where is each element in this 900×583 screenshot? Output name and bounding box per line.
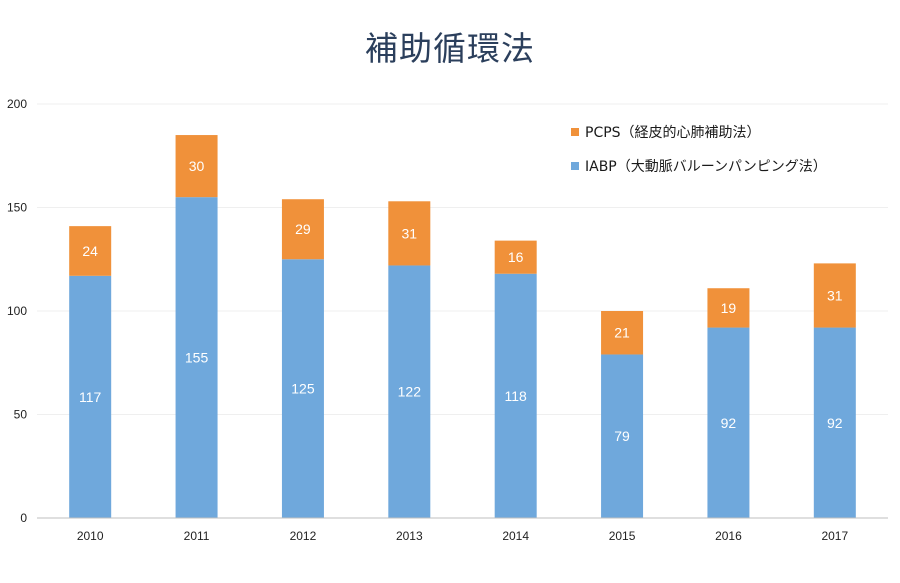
bar-segment <box>175 197 218 518</box>
bar-segment <box>813 327 856 518</box>
data-label: 92 <box>827 415 843 431</box>
legend-swatch <box>571 162 579 170</box>
x-axis-ticks: 2010 2011 2012 2013 2014 2015 2016 2017 <box>77 529 849 543</box>
legend: PCPS（経皮的心肺補助法） IABP（大動脈バルーンパンピング法） <box>571 125 827 175</box>
data-label: 92 <box>721 415 737 431</box>
y-tick-label: 150 <box>7 201 27 215</box>
bar-segment <box>494 273 537 518</box>
bar-segment <box>707 327 750 518</box>
x-tick-label: 2012 <box>290 529 317 543</box>
bar-segment <box>281 199 324 260</box>
x-tick-label: 2010 <box>77 529 104 543</box>
legend-swatch <box>571 128 579 136</box>
bar-segment <box>601 311 644 355</box>
data-label: 29 <box>295 221 311 237</box>
data-label: 125 <box>291 381 315 397</box>
x-tick-label: 2015 <box>609 529 636 543</box>
y-axis-ticks: 0 50 100 150 200 <box>7 97 27 525</box>
gridlines <box>37 103 888 415</box>
data-label: 30 <box>189 158 205 174</box>
legend-label: PCPS（経皮的心肺補助法） <box>585 125 761 141</box>
y-tick-label: 0 <box>20 511 27 525</box>
chart-title: 補助循環法 <box>365 29 535 68</box>
x-tick-label: 2016 <box>715 529 742 543</box>
bar-segment <box>69 226 112 276</box>
bar-segment <box>281 259 324 518</box>
y-tick-label: 100 <box>7 304 27 318</box>
data-label: 21 <box>614 325 630 341</box>
bar-segment <box>601 354 644 518</box>
legend-label: IABP（大動脈バルーンパンピング法） <box>585 159 827 175</box>
data-label: 122 <box>398 384 422 400</box>
bar-segment <box>707 288 750 328</box>
bar-segment <box>69 275 112 518</box>
y-tick-label: 200 <box>7 97 27 111</box>
data-label: 24 <box>82 243 98 259</box>
data-label: 31 <box>402 225 418 241</box>
y-tick-label: 50 <box>14 408 28 422</box>
data-label: 155 <box>185 350 209 366</box>
data-label: 31 <box>827 287 843 303</box>
x-tick-label: 2013 <box>396 529 423 543</box>
x-tick-label: 2017 <box>821 529 848 543</box>
x-tick-label: 2014 <box>502 529 529 543</box>
bar-segment <box>494 240 537 274</box>
data-label: 19 <box>721 300 737 316</box>
bar-segment <box>175 135 218 198</box>
data-label: 117 <box>79 389 102 405</box>
data-label: 118 <box>505 388 528 404</box>
data-label: 16 <box>508 249 524 265</box>
data-label: 79 <box>614 428 630 444</box>
bars <box>69 135 856 518</box>
data-labels: 117 24 155 30 125 29 122 31 118 16 79 21 92 19 92 31 <box>79 158 843 444</box>
bar-segment <box>388 201 431 266</box>
x-tick-label: 2011 <box>184 529 210 543</box>
bar-segment <box>813 263 856 328</box>
bar-segment <box>388 265 431 518</box>
